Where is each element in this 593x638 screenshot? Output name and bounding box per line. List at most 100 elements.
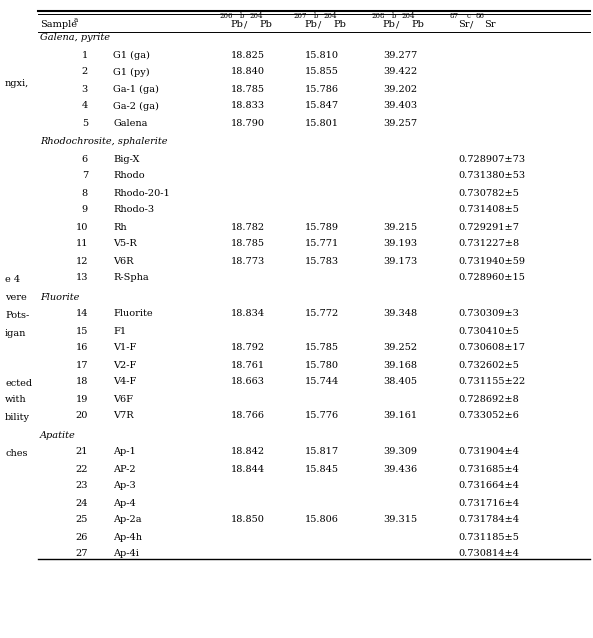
Text: bility: bility: [5, 413, 30, 422]
Text: 39.202: 39.202: [383, 84, 417, 94]
Text: 15.771: 15.771: [305, 239, 339, 248]
Text: 0.731664±4: 0.731664±4: [458, 482, 519, 491]
Text: ngxi,: ngxi,: [5, 78, 29, 87]
Text: Big-X: Big-X: [113, 154, 139, 163]
Text: 39.277: 39.277: [383, 50, 417, 59]
Text: 15: 15: [76, 327, 88, 336]
Text: Galena, pyrite: Galena, pyrite: [40, 34, 110, 43]
Text: Ap-1: Ap-1: [113, 447, 136, 457]
Text: e 4: e 4: [5, 276, 20, 285]
Text: with: with: [5, 396, 27, 404]
Text: 18.850: 18.850: [231, 516, 265, 524]
Text: Rh: Rh: [113, 223, 127, 232]
Text: 23: 23: [75, 482, 88, 491]
Text: 18.761: 18.761: [231, 360, 265, 369]
Text: Ga-1 (ga): Ga-1 (ga): [113, 84, 159, 94]
Text: 18.825: 18.825: [231, 50, 265, 59]
Text: Pb: Pb: [230, 20, 243, 29]
Text: 0.732602±5: 0.732602±5: [458, 360, 519, 369]
Text: V6R: V6R: [113, 256, 133, 265]
Text: 0.731408±5: 0.731408±5: [458, 205, 519, 214]
Text: b: b: [240, 12, 244, 20]
Text: 0.731904±4: 0.731904±4: [458, 447, 519, 457]
Text: Sr: Sr: [458, 20, 470, 29]
Text: Ga-2 (ga): Ga-2 (ga): [113, 101, 159, 110]
Text: Ap-4h: Ap-4h: [113, 533, 142, 542]
Text: Apatite: Apatite: [40, 431, 76, 440]
Text: Ap-3: Ap-3: [113, 482, 136, 491]
Text: igan: igan: [5, 329, 26, 338]
Text: 18.844: 18.844: [231, 464, 265, 473]
Text: 0.731685±4: 0.731685±4: [458, 464, 519, 473]
Text: Pb: Pb: [259, 20, 272, 29]
Text: ected: ected: [5, 378, 32, 387]
Text: Sr: Sr: [484, 20, 496, 29]
Text: 15.806: 15.806: [305, 516, 339, 524]
Text: 18.842: 18.842: [231, 447, 265, 457]
Text: /: /: [318, 20, 321, 29]
Text: 13: 13: [75, 274, 88, 283]
Text: c: c: [467, 12, 471, 20]
Text: /: /: [470, 20, 473, 29]
Text: 0.728960±15: 0.728960±15: [458, 274, 525, 283]
Text: 87: 87: [450, 12, 459, 20]
Text: V4-F: V4-F: [113, 378, 136, 387]
Text: 18.785: 18.785: [231, 84, 265, 94]
Text: a: a: [74, 17, 78, 24]
Text: 18.792: 18.792: [231, 343, 265, 353]
Text: 16: 16: [76, 343, 88, 353]
Text: 39.348: 39.348: [383, 309, 417, 318]
Text: V1-F: V1-F: [113, 343, 136, 353]
Text: 39.252: 39.252: [383, 343, 417, 353]
Text: b: b: [314, 12, 318, 20]
Text: 0.728907±73: 0.728907±73: [458, 154, 525, 163]
Text: 18.773: 18.773: [231, 256, 265, 265]
Text: 0.731227±8: 0.731227±8: [458, 239, 519, 248]
Text: 12: 12: [75, 256, 88, 265]
Text: 18.782: 18.782: [231, 223, 265, 232]
Text: V5-R: V5-R: [113, 239, 137, 248]
Text: 24: 24: [75, 498, 88, 507]
Text: 18.834: 18.834: [231, 309, 265, 318]
Text: 18: 18: [76, 378, 88, 387]
Text: 21: 21: [75, 447, 88, 457]
Text: 39.161: 39.161: [383, 412, 417, 420]
Text: 15.785: 15.785: [305, 343, 339, 353]
Text: Rhodo-3: Rhodo-3: [113, 205, 154, 214]
Text: 15.786: 15.786: [305, 84, 339, 94]
Text: 39.168: 39.168: [383, 360, 417, 369]
Text: 18.785: 18.785: [231, 239, 265, 248]
Text: 9: 9: [82, 205, 88, 214]
Text: 206: 206: [220, 12, 234, 20]
Text: 0.730410±5: 0.730410±5: [458, 327, 519, 336]
Text: AP-2: AP-2: [113, 464, 136, 473]
Text: 39.257: 39.257: [383, 119, 417, 128]
Text: 0.731784±4: 0.731784±4: [458, 516, 519, 524]
Text: 207: 207: [294, 12, 308, 20]
Text: Ap-4i: Ap-4i: [113, 549, 139, 558]
Text: /: /: [396, 20, 399, 29]
Text: 15.744: 15.744: [305, 378, 339, 387]
Text: 10: 10: [76, 223, 88, 232]
Text: 86: 86: [475, 12, 484, 20]
Text: 15.776: 15.776: [305, 412, 339, 420]
Text: Pb: Pb: [304, 20, 317, 29]
Text: V2-F: V2-F: [113, 360, 136, 369]
Text: 0.731155±22: 0.731155±22: [458, 378, 525, 387]
Text: 0.730814±4: 0.730814±4: [458, 549, 519, 558]
Text: 0.731380±53: 0.731380±53: [458, 172, 525, 181]
Text: Pb: Pb: [411, 20, 424, 29]
Text: 0.731716±4: 0.731716±4: [458, 498, 519, 507]
Text: 14: 14: [75, 309, 88, 318]
Text: F1: F1: [113, 327, 126, 336]
Text: 0.733052±6: 0.733052±6: [458, 412, 519, 420]
Text: vere: vere: [5, 293, 27, 302]
Text: 39.436: 39.436: [383, 464, 417, 473]
Text: 0.730782±5: 0.730782±5: [458, 188, 519, 198]
Text: 3: 3: [82, 84, 88, 94]
Text: ches: ches: [5, 449, 27, 457]
Text: 6: 6: [82, 154, 88, 163]
Text: 15.845: 15.845: [305, 464, 339, 473]
Text: Galena: Galena: [113, 119, 148, 128]
Text: 15.780: 15.780: [305, 360, 339, 369]
